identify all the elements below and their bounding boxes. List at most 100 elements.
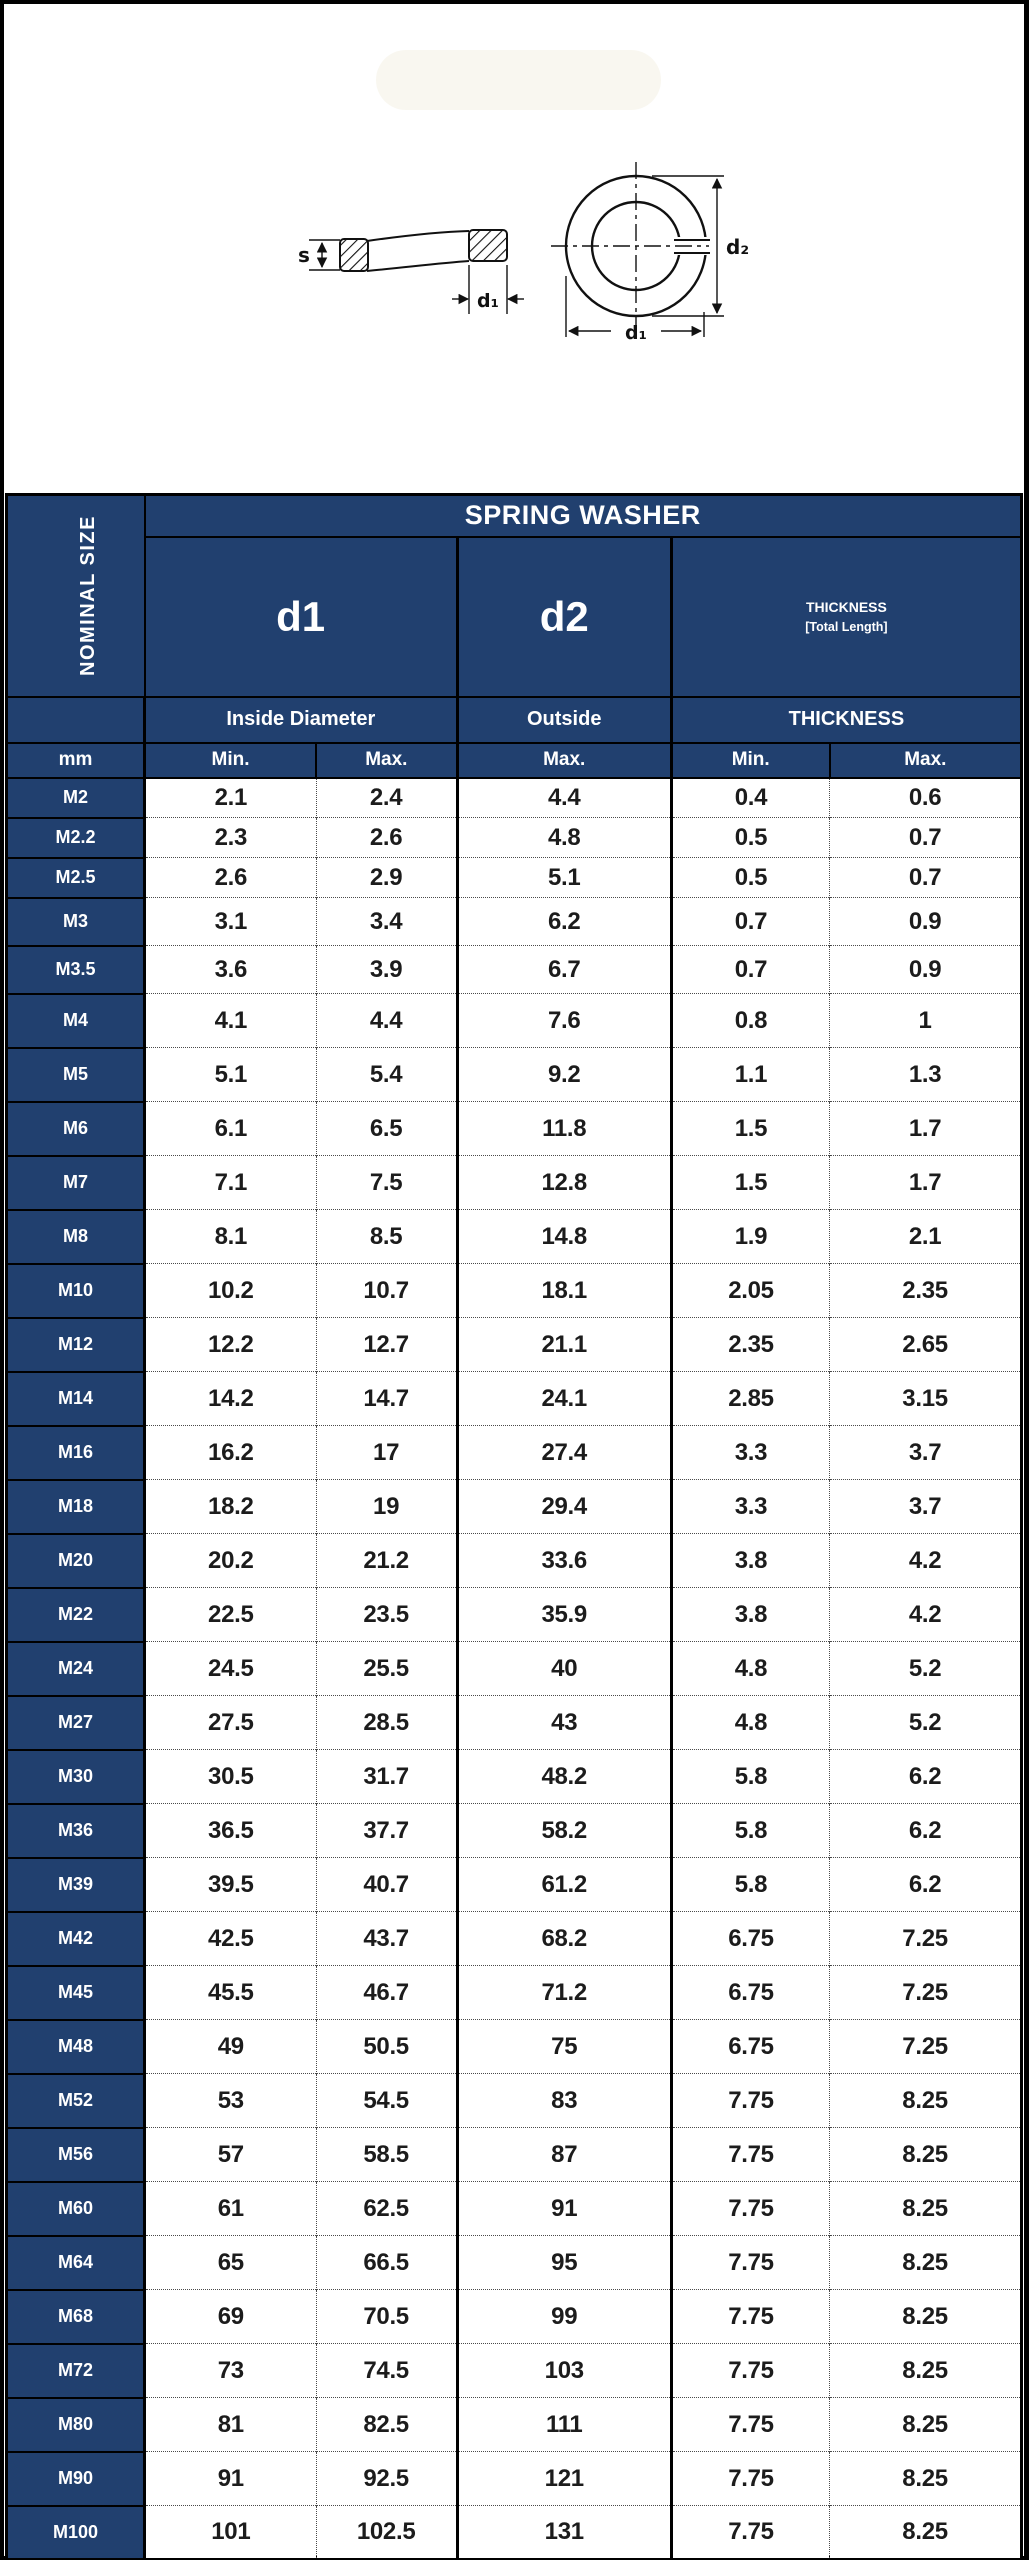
row-label: M3.5 [6, 944, 147, 994]
value-cell: 4.8 [671, 1641, 831, 1696]
thickness-sublabel: [Total Length] [805, 619, 888, 634]
value-cell: 2.1 [144, 777, 317, 818]
row-label: M52 [6, 2072, 147, 2128]
table-row: M3 3.1 3.4 6.2 0.7 0.9 [6, 896, 1022, 946]
table-row: M100 101 102.5 131 7.75 8.25 [6, 2504, 1022, 2560]
value-cell: 3.4 [316, 897, 459, 946]
value-cell: 11.8 [457, 1101, 673, 1156]
value-cell: 43.7 [316, 1911, 459, 1966]
value-cell: 7.75 [671, 2073, 831, 2128]
value-cell: 7.75 [671, 2505, 831, 2560]
value-cell: 29.4 [457, 1479, 673, 1534]
table-row: M30 30.5 31.7 48.2 5.8 6.2 [6, 1748, 1022, 1804]
value-cell: 31.7 [316, 1749, 459, 1804]
value-cell: 1.5 [671, 1155, 831, 1210]
table-row: M20 20.2 21.2 33.6 3.8 4.2 [6, 1532, 1022, 1588]
row-label: M16 [6, 1424, 147, 1480]
table-row: M18 18.2 19 29.4 3.3 3.7 [6, 1478, 1022, 1534]
value-cell: 39.5 [144, 1857, 317, 1912]
value-cell: 7.25 [829, 2019, 1022, 2074]
table-row: M2.2 2.3 2.6 4.8 0.5 0.7 [6, 816, 1022, 858]
table-row: M56 57 58.5 87 7.75 8.25 [6, 2126, 1022, 2182]
value-cell: 27.5 [144, 1695, 317, 1750]
value-cell: 4.2 [829, 1533, 1022, 1588]
value-cell: 9.2 [457, 1047, 673, 1102]
row-label: M5 [6, 1046, 147, 1102]
table-row: M12 12.2 12.7 21.1 2.35 2.65 [6, 1316, 1022, 1372]
value-cell: 4.4 [316, 993, 459, 1048]
value-cell: 10.7 [316, 1263, 459, 1318]
row-label: M20 [6, 1532, 147, 1588]
value-cell: 2.6 [316, 817, 459, 858]
sheet-content: s d₁ [4, 4, 1024, 2560]
dim-label-s: s [298, 243, 310, 267]
value-cell: 0.9 [829, 945, 1022, 994]
value-cell: 8.25 [829, 2397, 1022, 2452]
row-label: M48 [6, 2018, 147, 2074]
value-cell: 1.7 [829, 1101, 1022, 1156]
row-label: M90 [6, 2450, 147, 2506]
spring-washer-diagram: s d₁ [4, 4, 1024, 493]
table-row: M22 22.5 23.5 35.9 3.8 4.2 [6, 1586, 1022, 1642]
value-cell: 68.2 [457, 1911, 673, 1966]
value-cell: 61 [144, 2181, 317, 2236]
value-cell: 74.5 [316, 2343, 459, 2398]
column-group-d1: d1 [143, 535, 459, 698]
row-label: M100 [6, 2504, 147, 2560]
table-row: M24 24.5 25.5 40 4.8 5.2 [6, 1640, 1022, 1696]
column-group-d2: d2 [456, 535, 673, 698]
value-cell: 14.7 [316, 1371, 459, 1426]
value-cell: 8.25 [829, 2343, 1022, 2398]
row-label: M68 [6, 2288, 147, 2344]
dim-label-d2: d₂ [726, 235, 749, 259]
row-label: M56 [6, 2126, 147, 2182]
value-cell: 92.5 [316, 2451, 459, 2506]
dim-label-d1-side: d₁ [477, 290, 499, 312]
value-cell: 20.2 [144, 1533, 317, 1588]
value-cell: 12.8 [457, 1155, 673, 1210]
value-cell: 48.2 [457, 1749, 673, 1804]
value-cell: 21.2 [316, 1533, 459, 1588]
value-cell: 8.25 [829, 2505, 1022, 2560]
value-cell: 2.05 [671, 1263, 831, 1318]
value-cell: 28.5 [316, 1695, 459, 1750]
value-cell: 73 [144, 2343, 317, 2398]
value-cell: 33.6 [457, 1533, 673, 1588]
value-cell: 7.75 [671, 2289, 831, 2344]
value-cell: 43 [457, 1695, 673, 1750]
value-cell: 8.1 [144, 1209, 317, 1264]
value-cell: 5.4 [316, 1047, 459, 1102]
value-cell: 21.1 [457, 1317, 673, 1372]
table-row: M4 4.1 4.4 7.6 0.8 1 [6, 992, 1022, 1048]
value-cell: 6.2 [829, 1803, 1022, 1858]
row-label: M36 [6, 1802, 147, 1858]
value-cell: 7.75 [671, 2235, 831, 2290]
value-cell: 2.4 [316, 777, 459, 818]
value-cell: 3.7 [829, 1479, 1022, 1534]
spec-table-wrap: NOMINAL SIZE SPRING WASHER d1 d2 THICKNE… [5, 493, 1023, 2560]
value-cell: 49 [144, 2019, 317, 2074]
watermark-blob [376, 50, 661, 110]
value-cell: 5.8 [671, 1749, 831, 1804]
value-cell: 3.8 [671, 1533, 831, 1588]
value-cell: 6.75 [671, 1911, 831, 1966]
value-cell: 4.2 [829, 1587, 1022, 1642]
value-cell: 12.2 [144, 1317, 317, 1372]
row-label: M2.2 [6, 816, 147, 858]
table-row: M2.5 2.6 2.9 5.1 0.5 0.7 [6, 856, 1022, 898]
table-row: M45 45.5 46.7 71.2 6.75 7.25 [6, 1964, 1022, 2020]
value-cell: 83 [457, 2073, 673, 2128]
row-label: M6 [6, 1100, 147, 1156]
value-cell: 7.75 [671, 2397, 831, 2452]
diagram-svg: s d₁ [298, 50, 749, 344]
value-cell: 3.3 [671, 1425, 831, 1480]
value-cell: 99 [457, 2289, 673, 2344]
value-cell: 1.9 [671, 1209, 831, 1264]
value-cell: 6.5 [316, 1101, 459, 1156]
value-cell: 18.2 [144, 1479, 317, 1534]
value-cell: 0.8 [671, 993, 831, 1048]
value-cell: 7.75 [671, 2127, 831, 2182]
table-row: M68 69 70.5 99 7.75 8.25 [6, 2288, 1022, 2344]
value-cell: 69 [144, 2289, 317, 2344]
value-cell: 40.7 [316, 1857, 459, 1912]
